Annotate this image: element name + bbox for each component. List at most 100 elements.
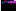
Quadrature (N=30)	[7, 8, 8, 9]
Quadrature (N=50)	[12, 8, 13, 9]
Krylov (m=200)	[7, 3, 8, 4]
Quadrature (N=10)	[13, 6, 14, 7]
Krylov (m=500)	[9, 5, 10, 6]
Quadrature (N=10)	[11, 6, 12, 7]
Quadrature (N=50)	[10, 8, 11, 9]
CRAM	[7, 8, 8, 9]
Krylov (m=200)	[11, 3, 12, 4]
CRAM	[11, 8, 12, 9]
CRAM	[13, 8, 14, 9]
Quadrature (N=50)	[10, 8, 11, 9]
CRAM	[8, 8, 9, 9]
Quadrature (N=30)	[10, 8, 11, 9]
Quadrature (N=30)	[7, 8, 8, 9]
Quadrature (N=30)	[13, 8, 14, 9]
CRAM	[13, 8, 14, 9]
CRAM	[10, 8, 11, 9]
CRAM	[10, 8, 11, 9]
Quadrature (N=10)	[7, 7, 8, 8]
Krylov (m=500)	[13, 4, 14, 5]
CRAM	[11, 8, 12, 9]
CRAM	[8, 8, 9, 9]
Quadrature (N=30)	[7, 8, 8, 9]
CRAM	[8, 8, 9, 9]
CRAM	[8, 8, 9, 9]
Quadrature (N=10)	[7, 7, 8, 8]
Krylov (m=500)	[9, 4, 10, 5]
Quadrature (N=50)	[10, 8, 11, 9]
Krylov (m=500)	[10, 4, 11, 5]
Quadrature (N=50)	[11, 8, 12, 9]
Krylov (m=200)	[9, 5, 10, 6]
Krylov (m=200)	[13, 3, 14, 4]
CRAM	[11, 8, 12, 9]
Quadrature (N=10)	[9, 7, 10, 8]
ORIGEN	[11, 8, 12, 9]
CRAM	[11, 8, 12, 9]
Krylov (m=500)	[7, 4, 8, 5]
Krylov (m=200)	[13, 3, 14, 4]
Quadrature (N=50)	[7, 8, 8, 9]
CRAM	[11, 8, 12, 9]
Krylov (m=500)	[9, 4, 10, 5]
Krylov (m=200)	[9, 2, 10, 3]
CRAM	[11, 8, 12, 9]
Krylov (m=200)	[8, 5, 9, 6]
Quadrature (N=10)	[9, 6, 10, 7]
ORIGEN	[8, 8, 9, 9]
CRAM	[7, 8, 8, 9]
CRAM	[12, 8, 13, 9]
CRAM	[10, 8, 11, 9]
Krylov (m=500)	[10, 4, 11, 5]
Krylov (m=200)	[14, 5, 15, 6]
Krylov (m=200)	[12, 3, 13, 4]
Krylov (m=200)	[9, 3, 10, 4]
Quadrature (N=10)	[12, 7, 13, 8]
Krylov (m=500)	[7, 3, 8, 4]
CRAM	[11, 8, 12, 9]
Quadrature (N=10)	[12, 7, 13, 8]
Krylov (m=500)	[7, 4, 8, 5]
Quadrature (N=30)	[8, 8, 9, 9]
Quadrature (N=50)	[12, 8, 13, 9]
Quadrature (N=10)	[12, 6, 13, 7]
CRAM	[7, 8, 8, 9]
Quadrature (N=50)	[13, 8, 14, 9]
Quadrature (N=50)	[9, 8, 10, 9]
CRAM	[9, 8, 10, 9]
Krylov (m=200)	[10, 3, 11, 4]
CRAM	[13, 8, 14, 9]
CRAM	[8, 8, 9, 9]
Legend: ORIGEN, Krylov (m=200), Krylov (m=500), Krylov (m=1000), Quadrature (N=10), Quad: ORIGEN, Krylov (m=200), Krylov (m=500), …	[11, 10, 16, 11]
CRAM	[8, 8, 9, 9]
Quadrature (N=50)	[7, 8, 8, 9]
Krylov (m=200)	[9, 4, 10, 5]
Quadrature (N=30)	[7, 8, 8, 9]
CRAM	[10, 8, 11, 9]
Krylov (m=500)	[9, 5, 10, 6]
Quadrature (N=10)	[11, 6, 12, 7]
Quadrature (N=50)	[12, 8, 13, 9]
Quadrature (N=30)	[10, 8, 11, 9]
Quadrature (N=10)	[8, 6, 9, 7]
Krylov (m=500)	[11, 5, 12, 6]
CRAM	[8, 8, 9, 9]
Quadrature (N=10)	[7, 7, 8, 8]
Quadrature (N=10)	[8, 7, 9, 8]
CRAM	[11, 8, 12, 9]
Quadrature (N=10)	[8, 6, 9, 7]
Quadrature (N=10)	[7, 6, 8, 7]
Krylov (m=200)	[8, 5, 9, 6]
Quadrature (N=30)	[7, 8, 8, 9]
Quadrature (N=50)	[8, 8, 9, 9]
Quadrature (N=50)	[13, 8, 14, 9]
Quadrature (N=10)	[7, 6, 8, 7]
Quadrature (N=50)	[10, 8, 11, 9]
CRAM	[11, 8, 12, 9]
Krylov (m=500)	[12, 4, 13, 5]
Quadrature (N=30)	[12, 8, 13, 9]
CRAM	[7, 8, 8, 9]
CRAM	[8, 8, 9, 9]
CRAM	[10, 8, 11, 9]
Quadrature (N=10)	[7, 6, 8, 7]
